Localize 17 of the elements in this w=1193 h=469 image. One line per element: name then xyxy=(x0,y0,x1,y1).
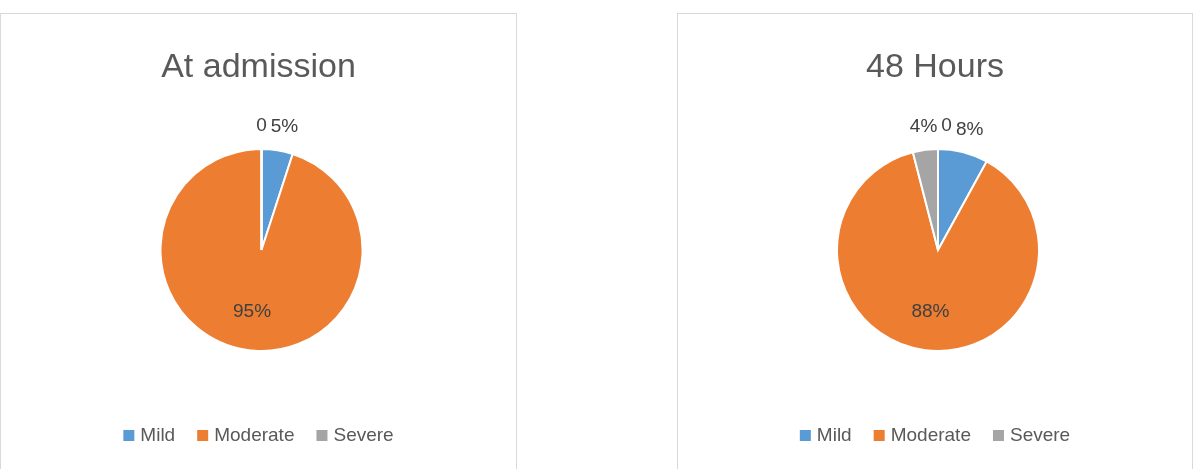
pie-slice xyxy=(836,151,1040,352)
pie-slice xyxy=(159,148,364,352)
data-label: 5% xyxy=(270,115,299,137)
data-label: 95% xyxy=(233,299,272,321)
legend-label: Mild xyxy=(816,424,852,445)
data-label: 4% xyxy=(909,114,938,136)
text: 0 xyxy=(256,114,267,135)
legend-label: Moderate xyxy=(214,424,295,445)
legend-label: Severe xyxy=(333,424,394,445)
text: 0 xyxy=(941,114,952,135)
data-label: 8% xyxy=(955,117,984,139)
legend-label: Severe xyxy=(1009,424,1071,445)
chart-title: At admission xyxy=(161,46,356,84)
legend-label: Mild xyxy=(140,424,176,445)
legend-label: Moderate xyxy=(890,424,971,445)
data-label: 88% xyxy=(911,300,950,322)
chart-title: 48 Hours xyxy=(866,46,1004,84)
